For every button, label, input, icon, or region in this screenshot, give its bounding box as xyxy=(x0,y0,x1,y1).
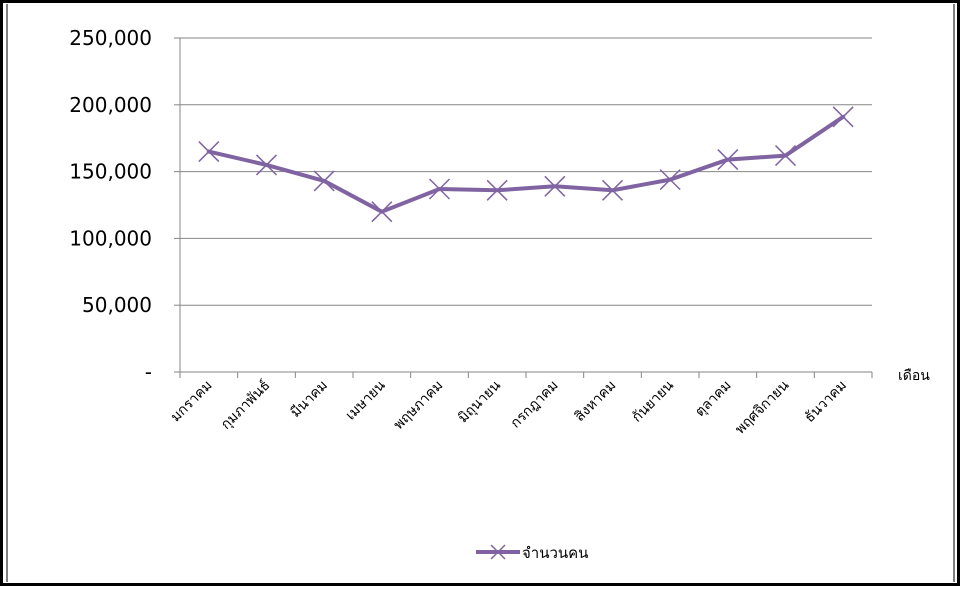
data-point xyxy=(486,179,508,201)
y-tick-label: - xyxy=(145,360,152,384)
data-point xyxy=(601,179,624,201)
y-tick-label: 250,000 xyxy=(69,26,152,50)
y-tick-label: 200,000 xyxy=(69,93,152,117)
data-point xyxy=(428,178,451,200)
data-point xyxy=(198,141,220,163)
data-point xyxy=(371,201,393,223)
axes xyxy=(174,37,873,378)
data-point xyxy=(255,154,278,176)
data-point xyxy=(659,169,681,191)
y-tick-label: 50,000 xyxy=(82,293,152,317)
y-tick-labels: - 50,000 100,000 150,000 200,000 250,000 xyxy=(69,26,152,384)
series-layer xyxy=(198,106,854,223)
legend: จำนวนคน xyxy=(476,544,588,562)
y-tick-label: 150,000 xyxy=(69,160,152,184)
data-point xyxy=(774,145,797,167)
series-line xyxy=(206,114,846,214)
data-point xyxy=(313,170,335,192)
legend-label: จำนวนคน xyxy=(522,544,588,562)
data-point xyxy=(717,149,739,171)
legend-marker xyxy=(490,544,506,560)
data-point xyxy=(832,106,854,128)
y-tick-label: 100,000 xyxy=(69,226,152,250)
data-point xyxy=(544,175,566,197)
x-axis-label: เดือน xyxy=(898,368,930,384)
